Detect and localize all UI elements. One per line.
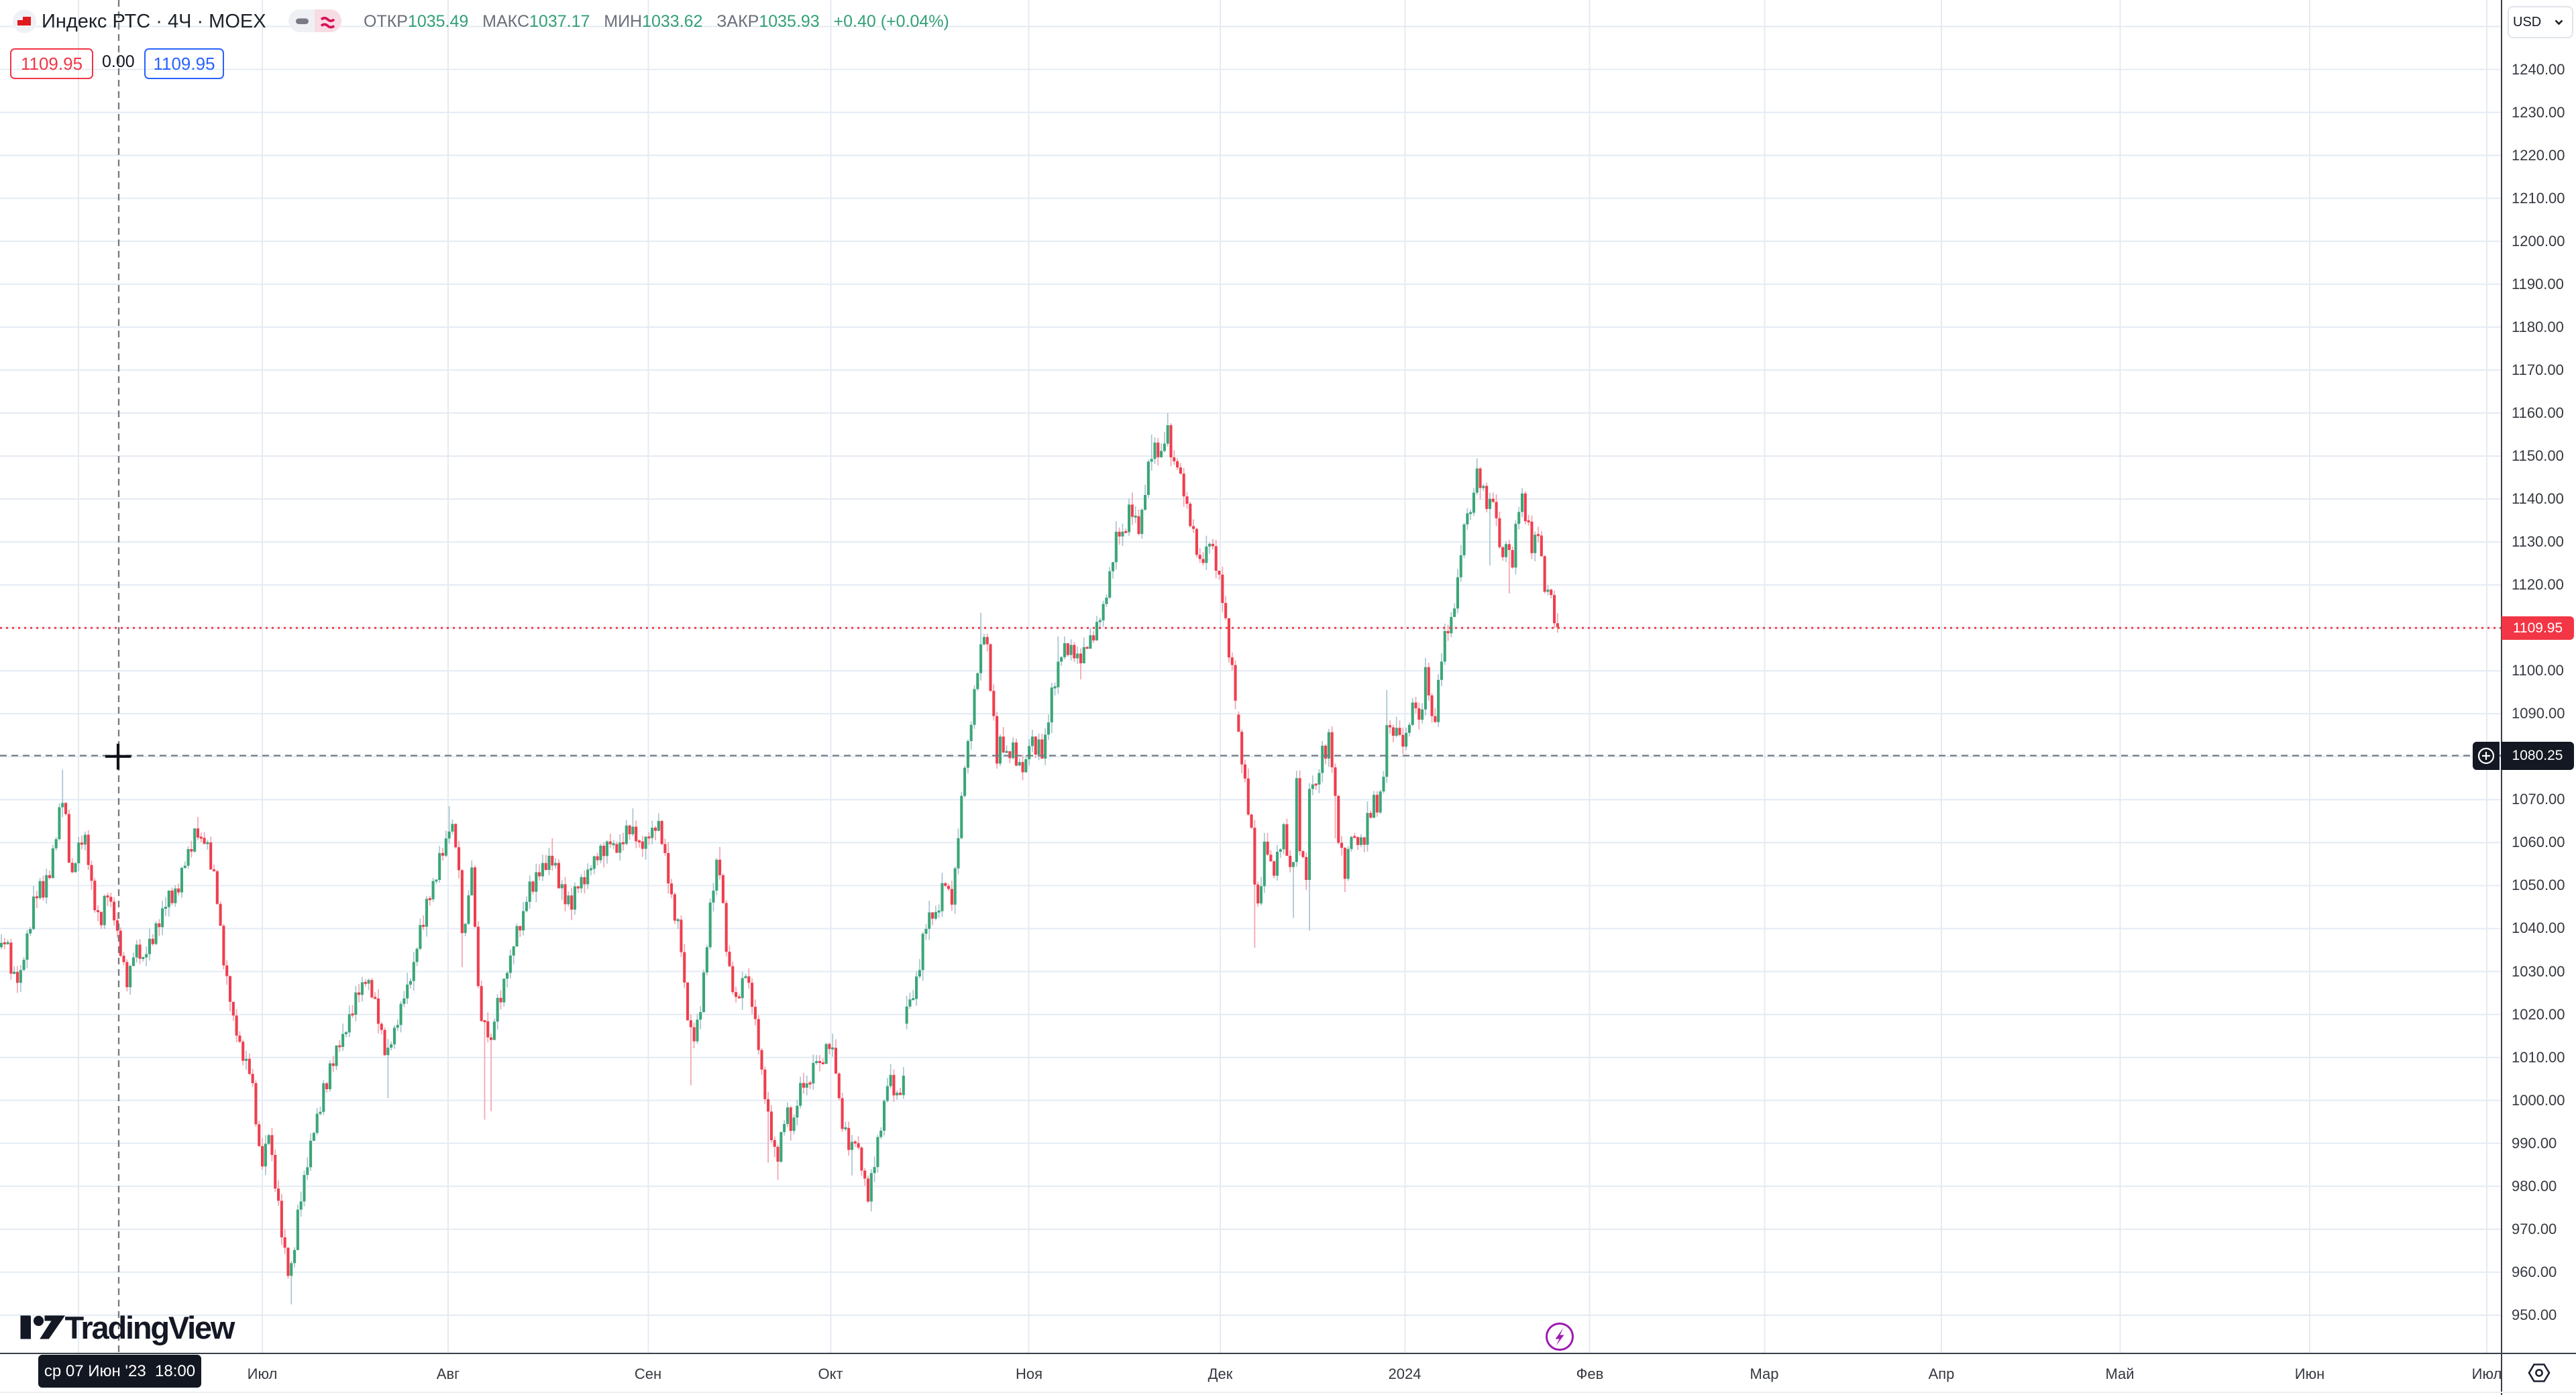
- svg-text:TradingView: TradingView: [65, 1310, 235, 1345]
